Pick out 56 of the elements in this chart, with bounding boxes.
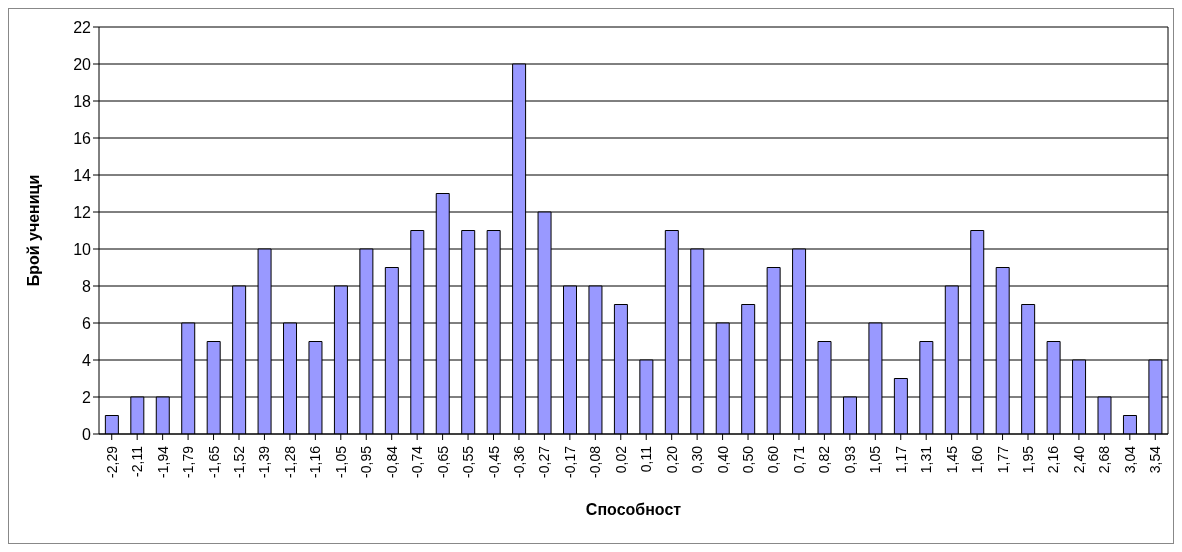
x-tick-label: 2,16 — [1045, 445, 1062, 474]
x-tick-label: -1,28 — [281, 445, 298, 478]
x-axis-title: Способност — [585, 501, 682, 518]
y-tick-label: 18 — [73, 92, 92, 110]
y-tick-label: 20 — [73, 55, 92, 73]
x-tick-label: -0,36 — [510, 445, 527, 478]
x-tick-label: -0,65 — [434, 445, 451, 478]
x-tick-label: 1,17 — [892, 445, 909, 474]
y-tick-label: 14 — [73, 166, 92, 184]
x-tick-label: 3,54 — [1147, 445, 1164, 474]
x-tick-label: 0,11 — [638, 445, 655, 473]
y-tick-label: 8 — [82, 277, 92, 295]
x-tick-label: -1,39 — [256, 445, 273, 478]
x-tick-label: -1,05 — [332, 445, 349, 478]
x-tick-label: -0,95 — [358, 445, 375, 478]
x-tick-label: -0,84 — [383, 445, 400, 478]
y-tick-label: 0 — [82, 425, 92, 443]
x-tick-label: -0,55 — [460, 445, 477, 478]
y-tick-label: 6 — [82, 314, 92, 332]
x-tick-label: -2,11 — [129, 445, 146, 477]
x-tick-label: 0,02 — [612, 445, 629, 474]
x-tick-label: -0,08 — [587, 445, 604, 478]
x-tick-label: 0,60 — [765, 445, 782, 474]
x-tick-label: 0,20 — [663, 445, 680, 474]
x-tick-label: 3,04 — [1121, 445, 1138, 474]
x-tick-label: 0,93 — [841, 445, 858, 474]
y-tick-label: 2 — [82, 388, 92, 406]
x-tick-label: 1,60 — [969, 445, 986, 474]
x-tick-label: -1,16 — [307, 445, 324, 478]
y-tick-label: 12 — [73, 203, 92, 221]
y-tick-label: 10 — [73, 240, 92, 258]
x-tick-label: 0,82 — [816, 445, 833, 474]
x-tick-label: 0,40 — [714, 445, 731, 474]
y-tick-label: 4 — [82, 351, 92, 369]
y-tick-label: 22 — [73, 18, 92, 36]
x-tick-label: -0,17 — [561, 445, 578, 478]
x-tick-label: 0,30 — [689, 445, 706, 474]
y-tick-label: 16 — [73, 129, 92, 147]
x-tick-label: 1,05 — [867, 445, 884, 474]
x-tick-label: -0,45 — [485, 445, 502, 478]
x-tick-label: -2,29 — [103, 445, 120, 478]
x-tick-label: -1,52 — [230, 445, 247, 478]
y-axis-title: Брой ученици — [24, 174, 42, 287]
x-tick-label: 0,50 — [740, 445, 757, 474]
x-tick-label: 1,45 — [943, 445, 960, 474]
x-tick-label: 1,95 — [1020, 445, 1037, 474]
x-tick-label: 1,77 — [994, 445, 1011, 474]
x-tick-label: -1,79 — [180, 445, 197, 478]
x-tick-label: 1,31 — [918, 445, 935, 474]
x-tick-label: -1,94 — [154, 445, 171, 478]
x-tick-label: 2,68 — [1096, 445, 1113, 474]
x-tick-label: 2,40 — [1070, 445, 1087, 474]
x-tick-label: -1,65 — [205, 445, 222, 478]
x-tick-label: 0,71 — [790, 445, 807, 474]
x-tick-label: -0,27 — [536, 445, 553, 478]
x-tick-label: -0,74 — [409, 445, 426, 478]
